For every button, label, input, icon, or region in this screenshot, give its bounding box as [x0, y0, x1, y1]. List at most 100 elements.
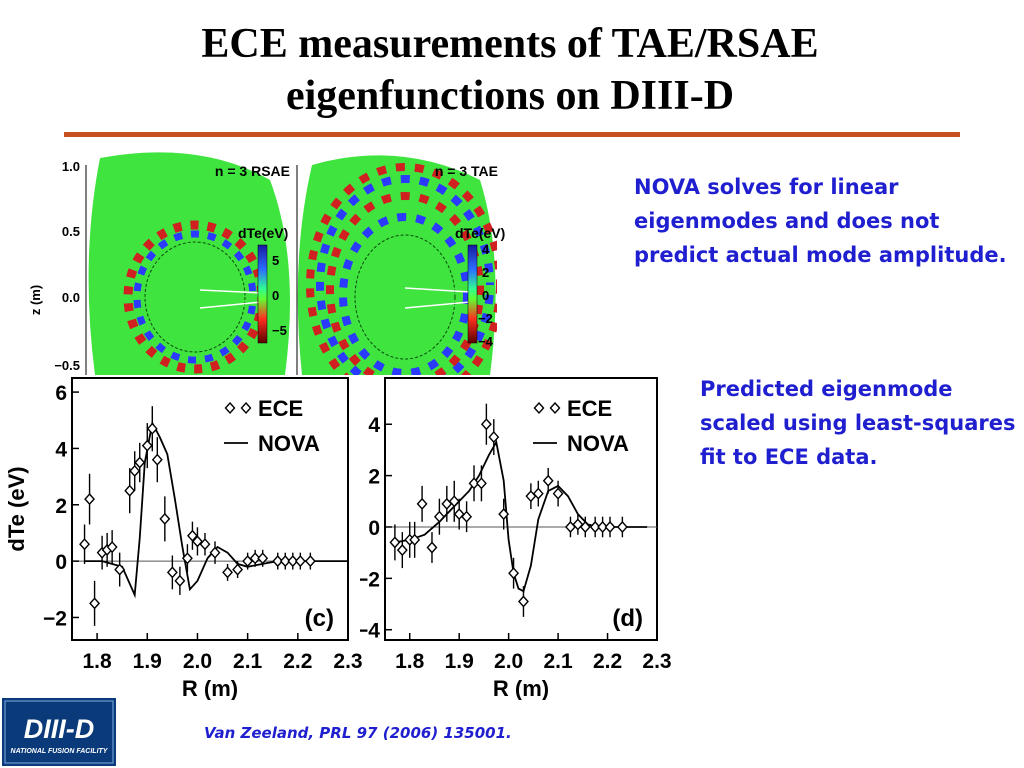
slide-title: ECE measurements of TAE/RSAE eigenfuncti…	[60, 18, 960, 122]
ece-point	[146, 422, 158, 435]
ece-point	[166, 566, 178, 579]
fit-note: Predicted eigenmode scaled using least-s…	[700, 377, 1016, 469]
contour-ytick: 1.0	[62, 159, 80, 174]
y-tick-label: 0	[368, 517, 380, 540]
ece-point	[426, 541, 438, 554]
logo-subtext: NATIONAL FUSION FACILITY	[11, 748, 109, 755]
nova-note: NOVA solves for linear eigenmodes and do…	[634, 175, 1007, 267]
tae-colorbar-tick: −2	[478, 311, 493, 326]
ece-point	[304, 555, 316, 568]
x-tick-label: 2.0	[183, 650, 212, 673]
contour-ylabel: z (m)	[28, 285, 43, 315]
ece-point	[488, 431, 500, 444]
x-axis-label: R (m)	[493, 676, 549, 700]
ece-point	[389, 536, 401, 549]
y-tick-label: −2	[360, 568, 380, 591]
ece-point	[232, 563, 244, 576]
contour-panels: z (m) 1.0 0.5 0.0 −0.5 n = 3 RSAE dTe(eV…	[28, 152, 505, 375]
x-tick-label: 1.9	[445, 650, 474, 673]
tae-colorbar-tick: 2	[482, 265, 489, 280]
y-tick-label: −4	[360, 620, 380, 643]
ece-point	[222, 566, 234, 579]
ece-point	[249, 552, 261, 565]
x-tick-label: 1.8	[395, 650, 425, 673]
y-axis-label: dTe (eV)	[4, 466, 29, 551]
ece-point	[279, 555, 291, 568]
ece-point	[141, 439, 153, 452]
title-line-2: eigenfunctions on DIII-D	[285, 73, 735, 119]
ece-point	[508, 567, 520, 580]
ece-point	[498, 508, 510, 521]
rsae-title: n = 3 RSAE	[215, 163, 290, 179]
ece-point	[79, 538, 90, 551]
tae-colorbar-label: dTe(eV)	[455, 225, 505, 241]
y-tick-label: 6	[55, 382, 67, 405]
diii-d-logo: DIII-D NATIONAL FUSION FACILITY	[2, 698, 116, 766]
panel-label: (c)	[305, 605, 334, 632]
ece-point	[461, 510, 473, 523]
rsae-colorbar	[257, 244, 268, 344]
ece-point	[448, 495, 460, 508]
ece-point	[287, 555, 299, 568]
logo-text: DIII-D	[24, 714, 95, 744]
tae-colorbar-tick: −4	[478, 334, 494, 349]
title-underline	[64, 132, 960, 137]
ece-point	[181, 552, 193, 565]
ece-point	[579, 520, 591, 534]
ece-point	[480, 418, 492, 431]
ece-point	[114, 563, 126, 576]
title-line-1: ECE measurements of TAE/RSAE	[201, 21, 819, 67]
tae-title: n = 3 TAE	[435, 163, 498, 179]
ece-point	[151, 453, 163, 466]
ece-point	[174, 574, 186, 587]
nova-line	[394, 439, 648, 593]
x-tick-label: 1.8	[82, 650, 112, 673]
plot-frame	[71, 377, 349, 641]
y-tick-label: 4	[368, 414, 380, 437]
x-tick-label: 2.2	[593, 650, 622, 673]
rsae-colorbar-tick: 0	[272, 288, 279, 303]
legend-ece-marker	[240, 401, 252, 415]
ece-point	[294, 555, 306, 568]
tae-colorbar-tick: 0	[482, 288, 489, 303]
contour-ytick: 0.5	[62, 224, 80, 239]
ece-point	[199, 538, 211, 551]
ece-point	[616, 520, 628, 534]
panel-label: (d)	[612, 605, 643, 632]
rsae-colorbar-tick: −5	[272, 323, 287, 338]
ece-point	[433, 510, 445, 523]
rsae-colorbar-tick: 5	[272, 253, 279, 268]
y-tick-label: −2	[43, 607, 67, 630]
ece-point	[604, 520, 616, 534]
y-tick-label: 2	[55, 495, 67, 518]
legend-ece-marker	[533, 401, 545, 415]
ece-point	[159, 512, 171, 525]
ece-point	[129, 464, 141, 478]
x-tick-label: 2.0	[494, 650, 523, 673]
ece-point	[532, 487, 544, 500]
contour-ytick: 0.0	[62, 290, 80, 305]
x-tick-label: 2.1	[543, 650, 573, 673]
ece-point	[186, 529, 198, 542]
ece-point	[475, 477, 487, 490]
legend-nova-label: NOVA	[258, 431, 320, 456]
tae-contour	[297, 155, 497, 375]
legend-ece-marker	[549, 401, 561, 415]
legend-ece-label: ECE	[567, 396, 612, 421]
plot-frame	[384, 377, 658, 641]
ece-point	[192, 535, 203, 548]
ece-point	[468, 477, 480, 490]
y-tick-label: 0	[55, 551, 67, 574]
x-tick-label: 1.9	[133, 650, 162, 673]
x-tick-label: 2.3	[642, 650, 671, 673]
legend-nova-label: NOVA	[567, 431, 629, 456]
ece-point	[589, 520, 601, 534]
tae-colorbar-tick: 4	[482, 242, 490, 257]
x-tick-label: 2.2	[283, 650, 312, 673]
ece-point	[396, 544, 408, 557]
y-tick-label: 4	[55, 438, 67, 461]
citation: Van Zeeland, PRL 97 (2006) 135001.	[204, 724, 512, 742]
ece-point	[552, 487, 564, 500]
ece-point	[416, 497, 428, 510]
ece-point	[89, 597, 101, 610]
